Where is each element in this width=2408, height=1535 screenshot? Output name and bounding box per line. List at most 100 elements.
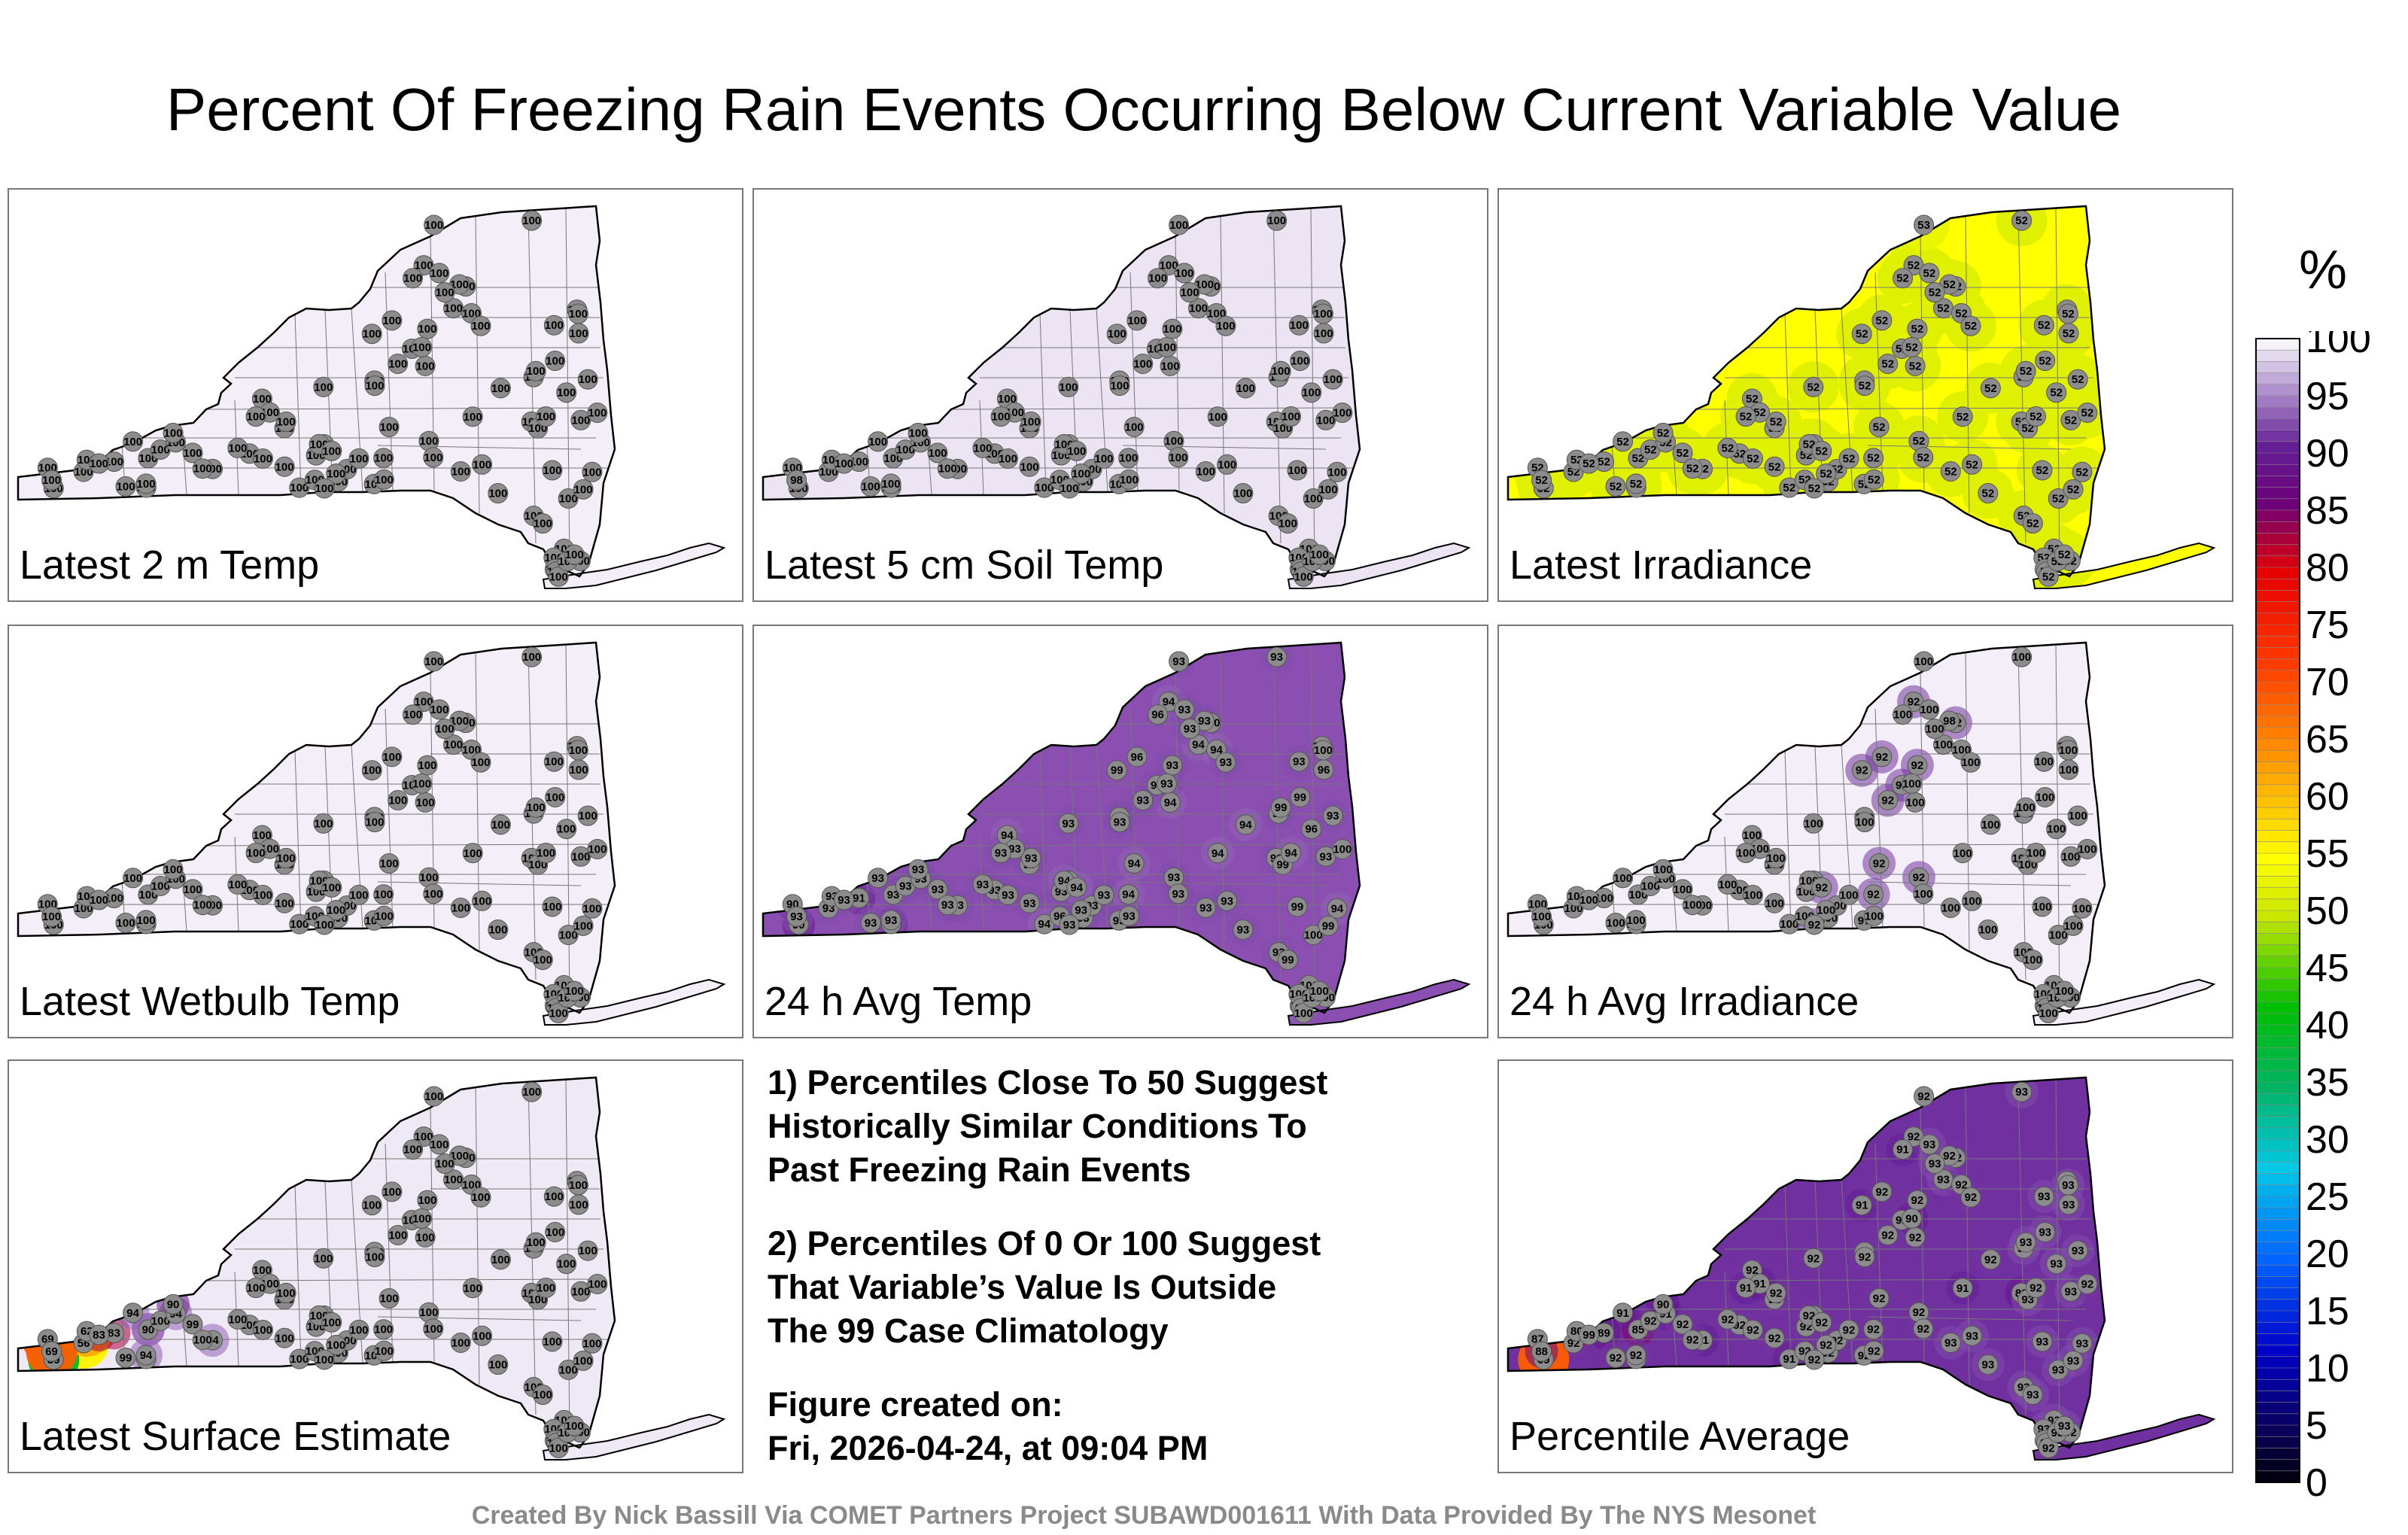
- station-marker: 93: [2022, 1385, 2043, 1406]
- station-value: 100: [403, 709, 422, 722]
- station-marker: 100: [997, 448, 1018, 469]
- station-value: 100: [546, 791, 564, 804]
- station-value: 99: [1276, 859, 1289, 871]
- station-value: 100: [1333, 843, 1351, 856]
- station-value: 100: [277, 852, 296, 865]
- station-value: 100: [42, 474, 61, 487]
- colorbar-step: [2256, 727, 2300, 740]
- station-marker: 93: [860, 912, 881, 933]
- station-value: 100: [382, 315, 401, 327]
- station-value: 100: [315, 1354, 333, 1366]
- station-marker: 100: [582, 898, 603, 919]
- station-value: 100: [1981, 819, 2000, 831]
- station-marker: 100: [462, 843, 483, 864]
- station-marker: 100: [103, 451, 124, 473]
- station-marker: 100: [348, 448, 369, 469]
- station-value: 91: [1896, 1144, 1909, 1157]
- station-marker: 93: [2048, 1360, 2069, 1381]
- station-value: 93: [1008, 843, 1021, 856]
- map-panel: 9287859289698099889292929192919190929292…: [1497, 1059, 2233, 1473]
- colorbar-step: [2256, 1002, 2300, 1014]
- colorbar-step: [2256, 625, 2300, 637]
- station-marker: 100: [275, 1282, 296, 1303]
- station-marker: 100: [990, 406, 1011, 427]
- station-marker: 100: [364, 1247, 385, 1268]
- station-value: 100: [151, 444, 170, 457]
- station-marker: 100: [192, 1330, 213, 1351]
- station-marker: 100: [411, 773, 432, 794]
- state-outline: [17, 205, 616, 578]
- station-marker: 92: [1804, 914, 1825, 935]
- station-value: 93: [2050, 1258, 2063, 1271]
- station-value: 100: [464, 1282, 482, 1295]
- station-value: 100: [882, 478, 901, 491]
- station-marker: 100: [2033, 751, 2054, 772]
- station-value: 100: [1953, 847, 1972, 860]
- station-marker: 100: [321, 877, 342, 898]
- colorbar-step: [2256, 1276, 2300, 1289]
- station-value: 100: [1952, 743, 1971, 756]
- station-marker: 52: [1682, 458, 1703, 479]
- station-marker: 100: [556, 382, 577, 403]
- colorbar-step: [2256, 670, 2300, 682]
- station-value: 100: [522, 1086, 541, 1099]
- long-island-outline: [542, 978, 726, 1026]
- station-value: 100: [1072, 468, 1090, 481]
- station-value: 100: [403, 272, 422, 285]
- station-marker: 100: [927, 442, 948, 464]
- station-value: 100: [527, 365, 546, 378]
- station-marker: 100: [245, 843, 266, 864]
- station-marker: 100: [382, 746, 403, 768]
- station-value: 100: [418, 323, 436, 336]
- station-value: 100: [1914, 888, 1932, 901]
- station-marker: 100: [564, 1415, 585, 1436]
- station-value: 100: [164, 863, 183, 876]
- station-value: 100: [1163, 323, 1181, 336]
- station-marker: 52: [1605, 476, 1626, 497]
- station-value: 100: [123, 436, 142, 448]
- station-value: 52: [1843, 452, 1856, 465]
- station-marker: 96: [1313, 759, 1334, 780]
- station-value: 100: [534, 518, 552, 530]
- colorbar-step: [2256, 464, 2300, 476]
- station-value: 52: [2081, 406, 2094, 419]
- station-marker: 52: [1893, 268, 1914, 289]
- station-value: 52: [1768, 460, 1781, 473]
- station-value: 100: [1094, 452, 1113, 465]
- station-marker: 93: [990, 843, 1011, 864]
- station-value: 100: [151, 880, 170, 893]
- station-marker: 93: [1168, 883, 1189, 904]
- station-value: 93: [1025, 852, 1038, 865]
- station-value: 92: [1630, 1349, 1643, 1362]
- station-marker: 100: [567, 740, 588, 761]
- station-marker: 100: [382, 310, 403, 331]
- station-value: 100: [380, 857, 399, 870]
- station-marker: 52: [1804, 478, 1825, 499]
- station-value: 52: [1956, 411, 1969, 424]
- station-value: 100: [349, 889, 368, 901]
- station-marker: 100: [1803, 813, 1824, 834]
- colorbar-step: [2256, 533, 2300, 546]
- station-marker: 100: [415, 1226, 436, 1248]
- station-value: 100: [473, 458, 491, 471]
- station-value: 100: [1022, 415, 1041, 428]
- station-marker: 100: [542, 1331, 563, 1352]
- station-value: 100: [90, 894, 108, 907]
- colorbar-step: [2256, 361, 2300, 374]
- station-value: 52: [2039, 354, 2051, 367]
- county-line: [324, 746, 333, 929]
- station-marker: 94: [1188, 734, 1209, 755]
- station-value: 93: [838, 894, 850, 907]
- county-line: [1784, 1184, 1792, 1364]
- station-marker: 93: [1933, 1169, 1954, 1190]
- station-value: 100: [1294, 570, 1313, 583]
- colorbar-step: [2256, 1059, 2300, 1071]
- station-value: 96: [1131, 751, 1144, 764]
- station-value: 100: [415, 1131, 433, 1144]
- station-value: 98: [790, 474, 803, 487]
- station-value: 100: [416, 796, 435, 809]
- station-value: 52: [1686, 463, 1699, 476]
- station-marker: 100: [115, 476, 136, 497]
- station-marker: 94: [1123, 853, 1145, 874]
